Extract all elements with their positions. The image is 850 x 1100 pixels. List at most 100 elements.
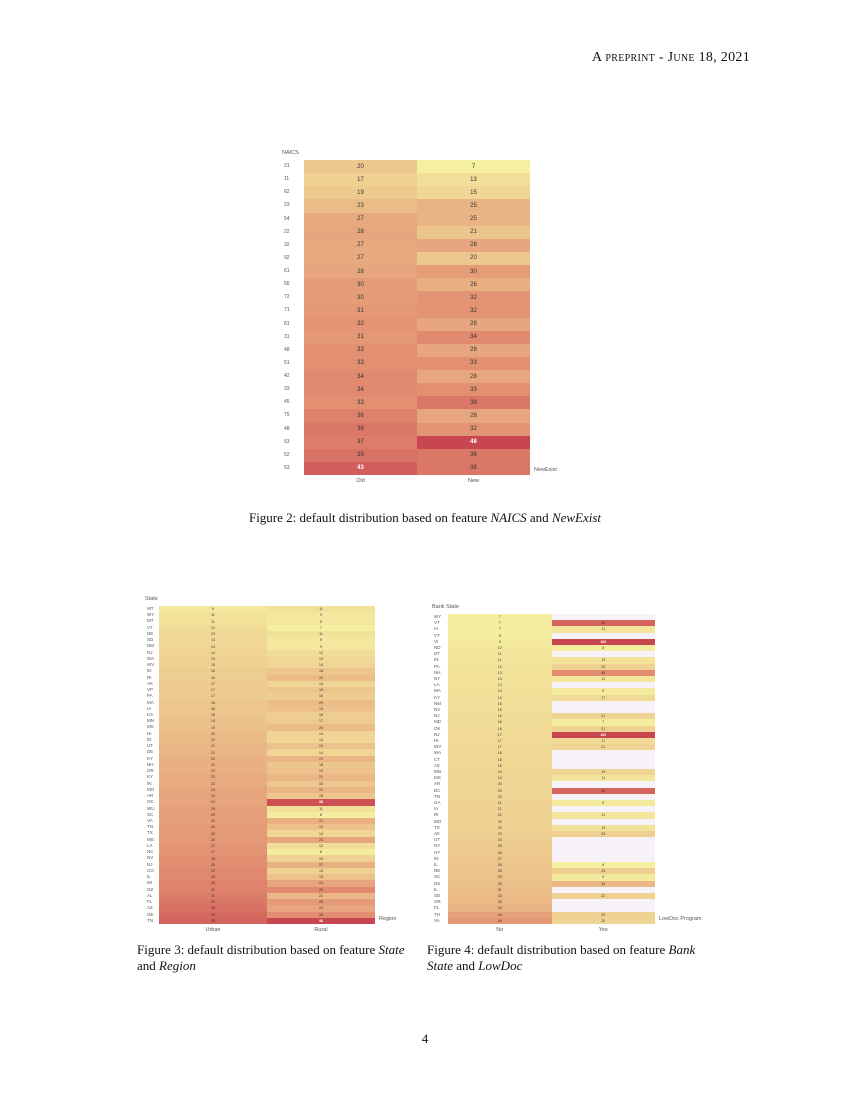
fig4-cell: 13 [448,669,552,676]
fig3-cell: 9 [267,637,375,644]
fig3-row-label: UT [147,743,153,749]
fig3-cell: 24 [267,905,375,912]
fig4-cell: 33 [448,899,552,906]
fig4-row-label: OR [434,899,441,905]
fig2-cell: 20 [417,251,530,265]
fig4-cell: 22 [448,824,552,831]
fig4-cell: 11 [551,775,655,782]
fig4-cell [551,899,655,906]
fig3-row-label: TX [147,830,153,836]
fig3-row-label: AL [147,892,153,898]
fig2-row-label: 21 [284,163,290,169]
fig4-cell [551,855,655,862]
fig2-cell: 27 [304,212,417,226]
fig3-cell: 14 [267,680,375,688]
fig3-cell: 14 [267,730,375,737]
fig4-cell: 6 [551,862,655,869]
fig3-cell: 16 [267,693,375,700]
fig4-column-label: Yes [598,927,608,933]
fig3-cell: 21 [267,892,375,900]
fig4-cell [551,905,655,912]
fig3-row-label: MI [147,880,152,886]
fig3-row-label: ID [147,668,152,674]
fig3-cell: 16 [159,674,267,681]
fig2-cell: 15 [417,186,530,200]
fig2-cell: 27 [304,251,417,265]
fig3-column-label: Urban [205,927,221,933]
fig4-cell: 22 [551,911,655,918]
fig4-cell: 20 [551,917,655,924]
fig4-cell: 14 [448,688,552,695]
fig4-row-label: MS [434,775,441,781]
fig3-cell: 28 [159,855,267,862]
fig3-cell: 16 [267,712,375,719]
fig2-y-axis-label: NAICS [282,150,299,156]
fig4-cell: 17 [448,731,552,738]
fig3-cell: 23 [159,774,267,781]
fig3-cell: 24 [267,836,375,843]
fig4-row-label: SC [434,874,441,880]
fig3-cell: 29 [267,886,375,893]
fig4-row-label: MN [434,769,441,774]
fig3-row-label: AZ [147,905,153,911]
fig4-row-label: CT [434,756,440,762]
fig2-cell: 43 [304,461,417,475]
fig2-cell: 32 [304,317,417,331]
fig2-cell: 32 [417,304,530,318]
fig4-cell: 22 [448,812,552,819]
fig2-cell: 31 [304,330,417,344]
fig3-row-label: NE [147,630,154,636]
fig2-cell: 28 [417,370,530,384]
fig3-cell: 21 [267,786,375,794]
running-header: A preprint - June 18, 2021 [592,50,750,66]
figure-4-caption: Figure 4: default distribution based on … [427,942,727,974]
fig3-cell: 13 [159,637,267,644]
fig3-cell: 28 [159,861,267,868]
fig4-row-label: TH [434,911,440,917]
fig3-cell: 11 [159,618,267,625]
fig2-row-label: 48 [284,346,290,353]
fig3-row-label: FL [147,899,153,905]
fig2-cell: 30 [304,278,417,292]
fig3-row-label: NM [147,643,154,649]
fig3-cell: 12 [267,842,375,850]
fig4-cell: 18 [448,762,552,769]
fig3-cell: 21 [159,743,267,750]
fig2-row-label: 42 [284,373,290,379]
fig2-cell: 34 [417,330,530,344]
fig3-row-label: MT [147,618,154,624]
fig2-cell: 7 [417,160,530,174]
fig2-cell: 25 [417,199,530,213]
fig2-cell: 19 [304,186,417,200]
fig3-row-label: MN [147,718,154,724]
fig2-cell: 31 [304,304,417,318]
fig3-cell: 9 [159,606,267,613]
fig2-column-label: Old [356,478,365,484]
fig3-row-label: NJ [147,861,153,867]
fig4-row-label: NM [434,700,441,706]
fig2-cell: 27 [304,238,417,252]
fig4-cell: 28 [448,862,552,869]
fig4-cell: 20 [448,787,552,794]
fig3-row-label: WA [147,655,155,661]
fig4-row-label: RI [434,812,439,818]
fig3-row-label: NV [147,855,154,861]
fig4-cell: 23 [551,831,655,838]
fig3-row-label: WU [147,805,155,811]
fig3-row-label: HI [147,730,152,736]
fig3-cell: 26 [159,824,267,831]
fig4-row-label: TX [434,824,440,830]
fig3-row-label: KY [147,755,154,761]
fig3-cell: 32 [159,899,267,906]
fig3-caption-prefix: Figure 3: default distribution based on … [137,942,379,957]
figure-3-caption: Figure 3: default distribution based on … [137,942,427,974]
fig4-row-label: NJ [434,713,440,719]
fig4-cell [551,614,655,621]
fig3-cell: 14 [267,736,375,744]
fig4-cell: 21 [448,806,552,813]
fig3-cell: 11 [159,612,267,619]
fig2-cell: 34 [304,383,417,397]
fig2-cell: 38 [417,461,530,475]
fig2-row-label: 11 [284,176,290,183]
fig4-cell: 100 [551,638,655,645]
